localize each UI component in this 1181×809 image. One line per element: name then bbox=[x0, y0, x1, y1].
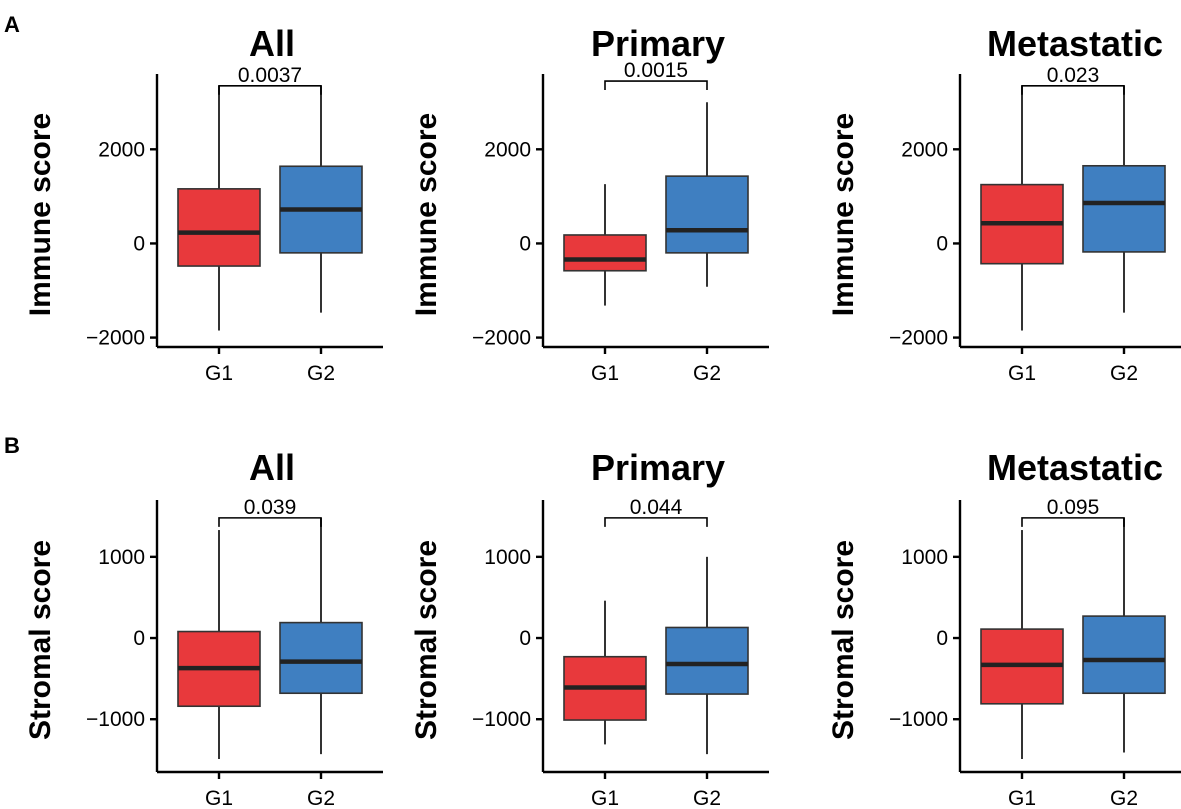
x-tick-label: G2 bbox=[693, 362, 721, 385]
y-tick-label: −1000 bbox=[889, 708, 948, 731]
p-value-label: 0.095 bbox=[1047, 496, 1100, 519]
y-axis-label: Immune score bbox=[827, 113, 860, 316]
y-tick-label: 0 bbox=[936, 627, 948, 650]
y-tick-label: −2000 bbox=[472, 327, 531, 350]
y-tick-label: 0 bbox=[519, 627, 531, 650]
x-tick-label: G2 bbox=[693, 787, 721, 809]
box-g2 bbox=[279, 621, 363, 695]
significance-bracket bbox=[1021, 84, 1125, 95]
box-g1 bbox=[563, 234, 647, 272]
y-tick-label: 2000 bbox=[901, 138, 948, 161]
chart-panel-0: All Immune score 2000 0 −2000 G1 G2 0.0037 bbox=[24, 23, 383, 385]
y-tick-label: 0 bbox=[133, 627, 145, 650]
box-g2 bbox=[1082, 164, 1166, 253]
y-tick-label: 1000 bbox=[98, 546, 145, 569]
chart-panel-2: Metastatic Immune score 2000 0 −2000 G1 G2 0.02… bbox=[827, 23, 1181, 385]
y-axis-label: Immune score bbox=[24, 113, 57, 316]
y-tick-label: 2000 bbox=[98, 138, 145, 161]
y-tick-label: 0 bbox=[133, 232, 145, 255]
x-tick-label: G2 bbox=[307, 787, 335, 809]
y-axis-label: Stromal score bbox=[410, 540, 443, 740]
p-value-label: 0.0037 bbox=[238, 64, 302, 87]
panels-container: All Immune score 2000 0 −2000 G1 G2 0.0037 Prima… bbox=[24, 23, 1181, 809]
x-tick-label: G1 bbox=[1008, 787, 1036, 809]
y-tick-label: −1000 bbox=[472, 708, 531, 731]
significance-bracket bbox=[604, 80, 708, 91]
y-tick-label: −2000 bbox=[86, 327, 145, 350]
box-g1 bbox=[177, 188, 261, 267]
panel-label-a: A bbox=[4, 12, 20, 37]
significance-bracket bbox=[218, 84, 322, 95]
chart-title: All bbox=[249, 23, 295, 64]
significance-bracket bbox=[218, 517, 322, 527]
p-value-label: 0.039 bbox=[244, 496, 297, 519]
y-tick-label: 1000 bbox=[901, 546, 948, 569]
box-g2 bbox=[665, 175, 749, 254]
y-tick-label: −2000 bbox=[889, 327, 948, 350]
y-tick-label: 2000 bbox=[484, 138, 531, 161]
y-axis-label: Stromal score bbox=[827, 540, 860, 740]
chart-panel-4: Primary Stromal score 1000 0 −1000 G1 G2 0.044 bbox=[410, 447, 769, 809]
chart-panel-3: All Stromal score 1000 0 −1000 G1 G2 0.039 bbox=[24, 447, 383, 809]
x-tick-label: G1 bbox=[591, 362, 619, 385]
y-tick-label: 1000 bbox=[484, 546, 531, 569]
x-tick-label: G1 bbox=[205, 362, 233, 385]
y-tick-label: −1000 bbox=[86, 708, 145, 731]
box-g2 bbox=[1082, 615, 1166, 695]
p-value-label: 0.0015 bbox=[624, 59, 688, 82]
y-axis-label: Immune score bbox=[410, 113, 443, 316]
y-tick-label: 0 bbox=[519, 232, 531, 255]
chart-panel-1: Primary Immune score 2000 0 −2000 G1 G2 0.0015 bbox=[410, 23, 769, 385]
chart-title: Metastatic bbox=[987, 447, 1163, 488]
chart-title: Primary bbox=[591, 447, 725, 488]
chart-title: Metastatic bbox=[987, 23, 1163, 64]
p-value-label: 0.023 bbox=[1047, 64, 1100, 87]
chart-title: All bbox=[249, 447, 295, 488]
x-tick-label: G1 bbox=[205, 787, 233, 809]
chart-panel-5: Metastatic Stromal score 1000 0 −1000 G1 G2 0.0… bbox=[827, 447, 1181, 809]
significance-bracket bbox=[1021, 517, 1125, 527]
panel-label-b: B bbox=[4, 433, 20, 458]
y-axis-label: Stromal score bbox=[24, 540, 57, 740]
x-tick-label: G1 bbox=[1008, 362, 1036, 385]
p-value-label: 0.044 bbox=[630, 496, 683, 519]
significance-bracket bbox=[604, 517, 708, 527]
x-tick-label: G2 bbox=[1110, 362, 1138, 385]
x-tick-label: G2 bbox=[1110, 787, 1138, 809]
chart-title: Primary bbox=[591, 23, 725, 64]
box-g2 bbox=[665, 626, 749, 695]
x-tick-label: G1 bbox=[591, 787, 619, 809]
y-tick-label: 0 bbox=[936, 232, 948, 255]
x-tick-label: G2 bbox=[307, 362, 335, 385]
